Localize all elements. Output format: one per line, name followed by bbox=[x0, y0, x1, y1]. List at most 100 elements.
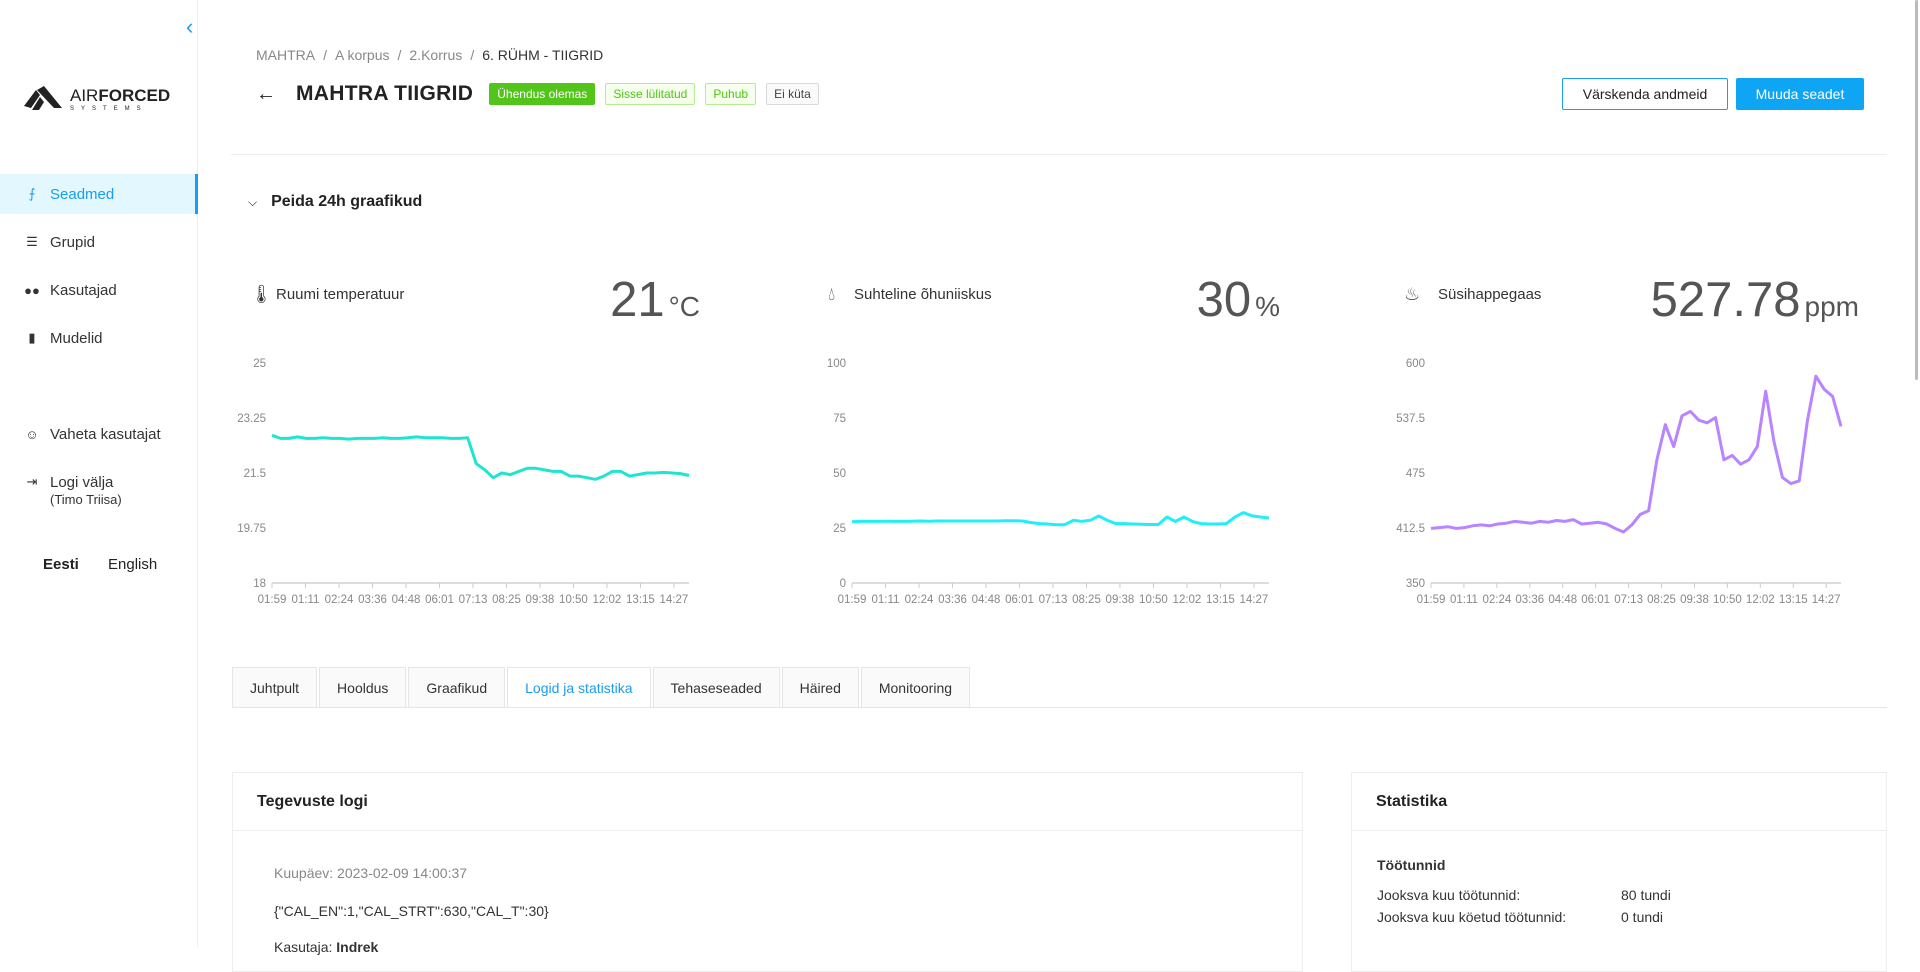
sensor-label: Suhteline õhuniiskus bbox=[854, 286, 992, 303]
sensor-humidity-header: 💧︎ Suhteline õhuniiskus bbox=[828, 284, 992, 305]
x-tick-label: 01:11 bbox=[292, 594, 320, 606]
sensor-unit: ppm bbox=[1804, 291, 1859, 322]
tabs-divider bbox=[232, 707, 1887, 708]
stat-label: Jooksva kuu köetud töötunnid: bbox=[1377, 909, 1567, 925]
statistics-card: Statistika Töötunnid Jooksva kuu töötunn… bbox=[1351, 772, 1887, 972]
series-line bbox=[851, 511, 1270, 527]
x-tick-label: 13:15 bbox=[1779, 594, 1808, 606]
airforced-logo: AIRFORCED SYSTEMS bbox=[24, 86, 170, 112]
tab-hooldus[interactable]: Hooldus bbox=[319, 667, 407, 707]
y-tick-label: 19.75 bbox=[237, 523, 266, 535]
logo-mark-icon bbox=[24, 86, 62, 110]
sidebar-item-seadmed[interactable]: ⨍ Seadmed bbox=[0, 174, 198, 214]
status-badge-fan: Puhub bbox=[705, 83, 757, 105]
y-tick-label: 23.25 bbox=[237, 413, 266, 425]
y-tick-label: 600 bbox=[1406, 358, 1425, 370]
chip-icon: ▮ bbox=[28, 330, 36, 345]
x-tick-label: 09:38 bbox=[526, 594, 555, 606]
language-english[interactable]: English bbox=[108, 556, 158, 573]
status-badge-power: Sisse lülitatud bbox=[605, 83, 696, 105]
x-tick-label: 04:48 bbox=[1548, 594, 1577, 606]
page-scrollbar[interactable] bbox=[1915, 0, 1918, 380]
divider bbox=[231, 154, 1887, 155]
x-tick-label: 10:50 bbox=[1139, 594, 1168, 606]
sensor-temp-value: 21 °C bbox=[610, 272, 700, 328]
tab-logid-ja-statistika[interactable]: Logid ja statistika bbox=[507, 667, 651, 707]
temperature-chart: 25 23.25 21.5 19.75 18 01:59 01:11 02:24 03:36 04… bbox=[237, 358, 690, 606]
sidebar-item-label: Grupid bbox=[50, 233, 96, 251]
switch-user-link[interactable]: ☺ Vaheta kasutajat bbox=[0, 414, 198, 454]
log-payload: {"CAL_EN":1,"CAL_STRT":630,"CAL_T":30} bbox=[274, 903, 549, 919]
logo-air: AIR bbox=[70, 85, 99, 105]
toggle-charts-label: Peida 24h graafikud bbox=[271, 193, 423, 210]
toggle-charts-button[interactable]: ⌵ Peida 24h graafikud bbox=[248, 193, 422, 211]
humidity-chart: 100 75 50 25 0 01:59 01:11 02:24 03:36 04:48 06:01… bbox=[827, 358, 1270, 606]
x-tick-label: 09:38 bbox=[1106, 594, 1135, 606]
sensor-unit: % bbox=[1255, 291, 1280, 322]
x-tick-label: 14:27 bbox=[1812, 594, 1841, 606]
x-tick-label: 09:38 bbox=[1680, 594, 1709, 606]
x-tick-label: 12:02 bbox=[1173, 594, 1202, 606]
x-tick-label: 13:15 bbox=[1206, 594, 1235, 606]
sensor-label: Ruumi temperatuur bbox=[276, 286, 405, 303]
sidebar: ‹ AIRFORCED SYSTEMS ⨍ Seadmed ☰ Grupid ●● K… bbox=[0, 0, 198, 947]
switch-user-label: Vaheta kasutajat bbox=[50, 425, 161, 443]
heat-waves-icon: ♨︎ bbox=[1404, 284, 1421, 304]
breadcrumb-item[interactable]: MAHTRA bbox=[256, 47, 316, 63]
sensor-label: Süsihappegaas bbox=[1438, 286, 1542, 303]
tab-tehaseseaded[interactable]: Tehaseseaded bbox=[652, 667, 780, 707]
back-arrow-icon[interactable]: ← bbox=[256, 82, 276, 105]
status-badge-connection: Ühendus olemas bbox=[489, 83, 596, 105]
y-tick-label: 537.5 bbox=[1396, 413, 1425, 425]
activity-log-card: Tegevuste logi Kuupäev: 2023-02-09 14:00… bbox=[232, 772, 1303, 972]
x-tick-label: 07:13 bbox=[1039, 594, 1068, 606]
x-tick-label: 12:02 bbox=[593, 594, 622, 606]
y-tick-label: 75 bbox=[833, 413, 846, 425]
y-tick-label: 0 bbox=[840, 578, 846, 590]
sidebar-item-label: Mudelid bbox=[50, 329, 103, 347]
sensor-temp-header: 🌡︎ Ruumi temperatuur bbox=[250, 284, 404, 305]
breadcrumb-item[interactable]: 2.Korrus bbox=[409, 47, 463, 63]
breadcrumb-current: 6. RÜHM - TIIGRID bbox=[482, 47, 604, 63]
x-tick-label: 04:48 bbox=[392, 594, 421, 606]
tab-monitooring[interactable]: Monitooring bbox=[860, 667, 971, 707]
x-tick-label: 03:36 bbox=[938, 594, 967, 606]
language-eesti[interactable]: Eesti bbox=[43, 556, 79, 573]
x-tick-label: 14:27 bbox=[660, 594, 689, 606]
sidebar-item-kasutajad[interactable]: ●● Kasutajad bbox=[0, 270, 198, 310]
x-tick-label: 08:25 bbox=[492, 594, 521, 606]
series-line bbox=[1430, 374, 1843, 534]
user-switch-icon: ☺ bbox=[25, 426, 39, 442]
sidebar-item-grupid[interactable]: ☰ Grupid bbox=[0, 222, 198, 262]
x-tick-label: 01:59 bbox=[258, 594, 287, 606]
edit-device-button[interactable]: Muuda seadet bbox=[1736, 78, 1864, 110]
logout-icon: ⇥ bbox=[26, 474, 38, 489]
sidebar-item-mudelid[interactable]: ▮ Mudelid bbox=[0, 318, 198, 358]
humidity-drop-icon: 💧︎ bbox=[828, 284, 836, 304]
page-title: MAHTRA TIIGRID bbox=[296, 82, 474, 105]
x-tick-label: 06:01 bbox=[1581, 594, 1610, 606]
tab-graafikud[interactable]: Graafikud bbox=[408, 667, 506, 707]
x-tick-label: 10:50 bbox=[559, 594, 588, 606]
x-tick-label: 12:02 bbox=[1746, 594, 1775, 606]
x-tick-label: 01:11 bbox=[872, 594, 900, 606]
breadcrumb-item[interactable]: A korpus bbox=[335, 47, 390, 63]
status-badge-heating: Ei küta bbox=[766, 83, 819, 105]
x-tick-label: 03:36 bbox=[358, 594, 387, 606]
sidebar-item-label: Kasutajad bbox=[50, 281, 117, 299]
collapse-sidebar-chevron-icon[interactable]: ‹ bbox=[186, 14, 194, 39]
x-tick-label: 14:27 bbox=[1240, 594, 1269, 606]
tab-haired[interactable]: Häired bbox=[781, 667, 859, 707]
layers-icon: ☰ bbox=[26, 234, 38, 249]
tab-juhtpult[interactable]: Juhtpult bbox=[232, 667, 318, 707]
stat-value: 80 tundi bbox=[1621, 887, 1671, 903]
x-tick-label: 06:01 bbox=[1005, 594, 1034, 606]
logout-link[interactable]: ⇥ Logi välja (Timo Triisa) bbox=[0, 462, 198, 512]
log-user: Indrek bbox=[336, 939, 379, 955]
x-tick-label: 02:24 bbox=[325, 594, 354, 606]
stat-value: 0 tundi bbox=[1621, 909, 1664, 925]
card-title: Tegevuste logi bbox=[233, 773, 1302, 831]
refresh-data-button[interactable]: Värskenda andmeid bbox=[1562, 78, 1728, 110]
x-tick-label: 08:25 bbox=[1647, 594, 1676, 606]
breadcrumb: MAHTRA / A korpus/2.Korrus/6. RÜHM - TIIGR… bbox=[256, 47, 604, 63]
